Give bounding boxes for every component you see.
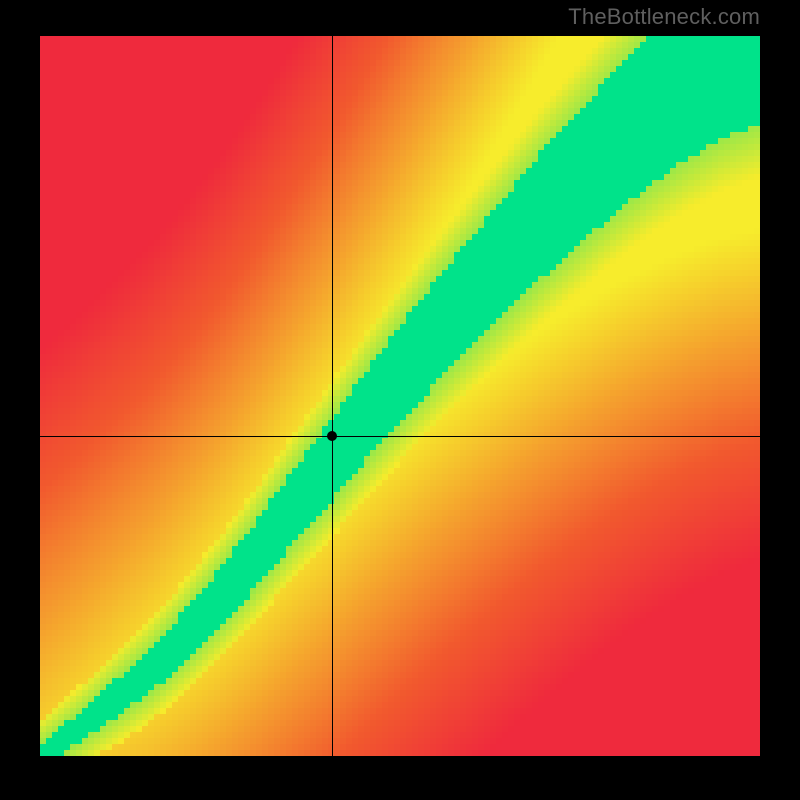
watermark-text: TheBottleneck.com	[568, 4, 760, 30]
heatmap-canvas	[40, 36, 760, 756]
chart-stage: TheBottleneck.com	[0, 0, 800, 800]
marker-dot	[327, 431, 337, 441]
plot-area	[40, 36, 760, 756]
crosshair-horizontal	[40, 436, 760, 437]
crosshair-vertical	[332, 36, 333, 756]
